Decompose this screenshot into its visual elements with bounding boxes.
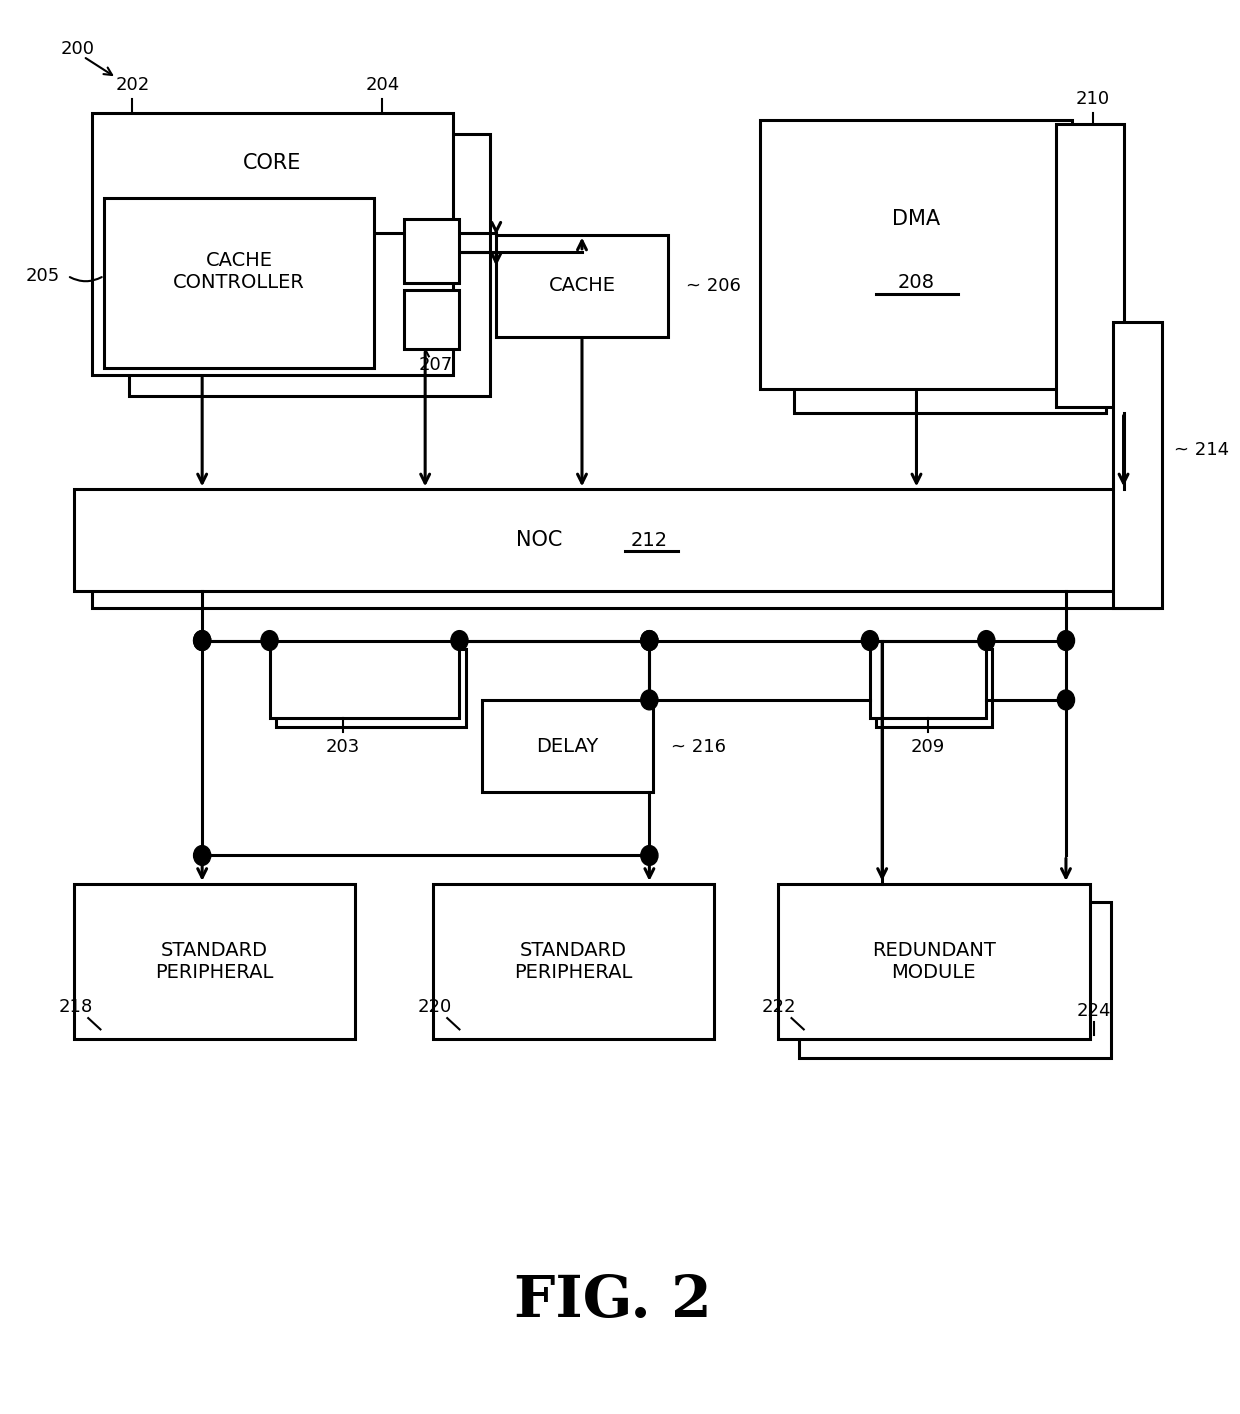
Text: 200: 200 bbox=[61, 41, 94, 58]
Text: DELAY: DELAY bbox=[536, 737, 599, 756]
Text: REDUNDANT
MODULE: REDUNDANT MODULE bbox=[872, 942, 996, 981]
Circle shape bbox=[260, 631, 278, 650]
Bar bbox=[870, 641, 986, 718]
Bar bbox=[777, 884, 1090, 1039]
Bar bbox=[799, 902, 1111, 1058]
Circle shape bbox=[1058, 690, 1075, 710]
Text: ~ 206: ~ 206 bbox=[686, 277, 742, 294]
Text: 207: 207 bbox=[419, 356, 454, 373]
Text: 220: 220 bbox=[418, 998, 453, 1015]
Bar bbox=[404, 290, 460, 349]
Text: 224: 224 bbox=[1076, 1003, 1111, 1019]
Text: ~ 216: ~ 216 bbox=[671, 738, 727, 755]
Text: 204: 204 bbox=[365, 76, 399, 93]
Text: STANDARD
PERIPHERAL: STANDARD PERIPHERAL bbox=[515, 942, 632, 981]
Circle shape bbox=[451, 631, 467, 650]
Bar bbox=[92, 113, 454, 375]
Text: 222: 222 bbox=[763, 998, 796, 1015]
Circle shape bbox=[862, 631, 878, 650]
Bar bbox=[433, 884, 714, 1039]
Text: CACHE
CONTROLLER: CACHE CONTROLLER bbox=[174, 252, 305, 291]
Circle shape bbox=[641, 690, 658, 710]
Text: 218: 218 bbox=[58, 998, 93, 1015]
Text: STANDARD
PERIPHERAL: STANDARD PERIPHERAL bbox=[155, 942, 274, 981]
Text: CACHE: CACHE bbox=[548, 276, 615, 296]
Circle shape bbox=[193, 631, 211, 650]
Text: ~ 214: ~ 214 bbox=[1174, 441, 1229, 458]
Circle shape bbox=[641, 846, 658, 865]
Text: CORE: CORE bbox=[243, 153, 301, 173]
Text: 210: 210 bbox=[1076, 90, 1110, 107]
Text: 203: 203 bbox=[326, 738, 360, 755]
Text: FIG. 2: FIG. 2 bbox=[513, 1273, 712, 1329]
Bar bbox=[275, 649, 465, 727]
Bar bbox=[129, 134, 490, 396]
Text: 205: 205 bbox=[26, 267, 60, 284]
Text: 212: 212 bbox=[631, 530, 668, 550]
Bar bbox=[794, 144, 1106, 413]
Circle shape bbox=[1058, 631, 1075, 650]
Bar bbox=[496, 235, 668, 337]
Text: 208: 208 bbox=[898, 273, 935, 293]
Bar bbox=[73, 489, 1140, 591]
Bar bbox=[73, 884, 356, 1039]
Bar bbox=[104, 198, 373, 368]
Text: DMA: DMA bbox=[893, 209, 940, 229]
Text: 202: 202 bbox=[115, 76, 150, 93]
Circle shape bbox=[193, 631, 211, 650]
Bar bbox=[875, 649, 992, 727]
Circle shape bbox=[641, 631, 658, 650]
Bar bbox=[481, 700, 653, 792]
Bar bbox=[760, 120, 1073, 389]
Bar bbox=[92, 506, 1158, 608]
Circle shape bbox=[977, 631, 994, 650]
Text: 209: 209 bbox=[910, 738, 945, 755]
Circle shape bbox=[641, 631, 658, 650]
Bar bbox=[404, 219, 460, 283]
Bar bbox=[1112, 322, 1162, 608]
Text: NOC: NOC bbox=[516, 530, 562, 550]
Circle shape bbox=[193, 846, 211, 865]
Bar bbox=[269, 641, 460, 718]
Bar bbox=[1056, 124, 1123, 407]
